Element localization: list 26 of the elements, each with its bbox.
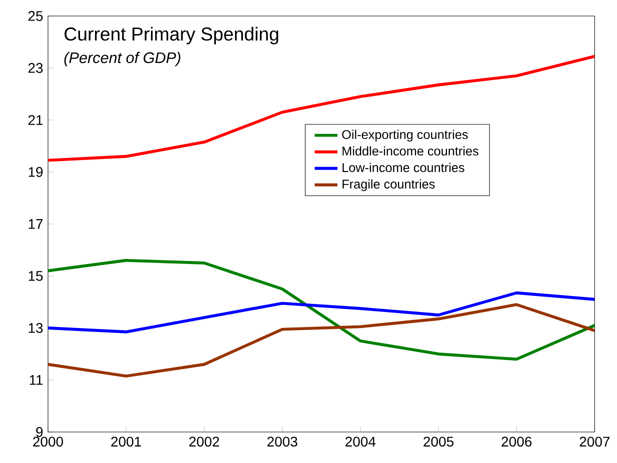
x-tick-label: 2003 — [267, 436, 298, 447]
line-series — [48, 303, 595, 378]
y-tick-label: 23 — [28, 63, 43, 73]
line-series — [48, 258, 595, 361]
y-tick-label: 17 — [28, 219, 43, 229]
y-tick-label: 11 — [30, 375, 43, 385]
y-tick-label: 19 — [28, 167, 43, 177]
x-tick-label: 2007 — [580, 436, 610, 447]
y-tick-label: 21 — [28, 115, 43, 125]
y-tick-label: 9 — [36, 427, 43, 437]
legend-label: Low-income countries — [342, 162, 464, 172]
legend-label: Oil-exporting countries — [342, 130, 468, 142]
legend-label: Middle-income countries — [342, 146, 478, 156]
x-tick-label: 2002 — [189, 436, 220, 447]
x-tick-label: 2005 — [424, 436, 454, 447]
x-tick-label: 2000 — [33, 436, 64, 447]
x-tick-label: 2006 — [502, 436, 532, 447]
line-series — [48, 291, 595, 334]
text: (Percent of GDP) — [64, 52, 180, 66]
x-tick-label: 2001 — [111, 436, 141, 447]
y-tick-label: 15 — [28, 271, 43, 281]
y-tick-label: 13 — [28, 323, 43, 333]
x-tick-label: 2004 — [346, 436, 376, 447]
legend-label: Fragile countries — [342, 179, 435, 192]
text: Current Primary Spending — [64, 26, 278, 44]
y-tick-label: 25 — [28, 11, 43, 21]
